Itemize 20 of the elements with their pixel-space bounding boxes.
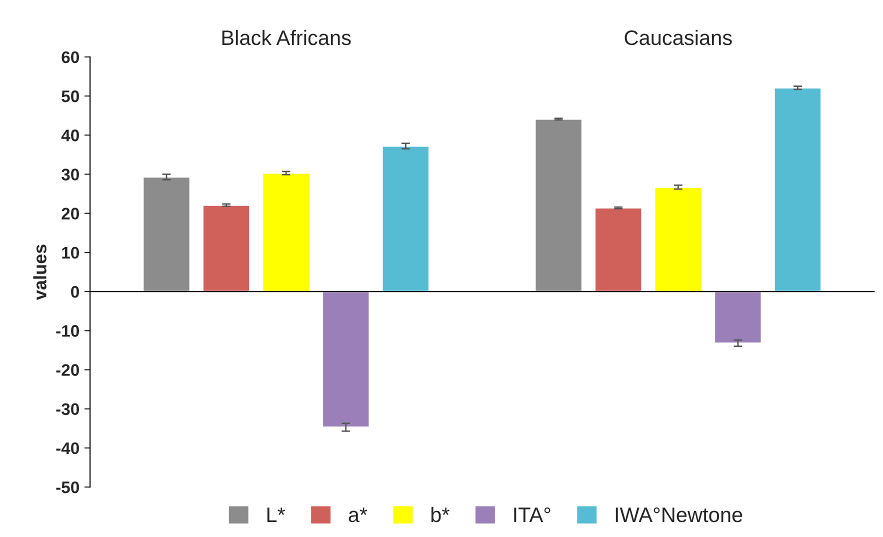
y-tick-label: -10 [56,325,79,337]
legend-label: ITA° [514,507,550,522]
y-tick-label: -40 [56,442,79,454]
y-tick-label: 20 [62,208,79,220]
legend-label: b* [431,506,450,522]
y-axis-title: values [33,244,46,300]
legend-label: a* [348,508,368,522]
y-tick-label: 50 [62,90,79,102]
y-tick-label: 30 [61,168,79,180]
y-tick-label: 60 [62,51,79,64]
legend-label: IWA°Newtone [616,507,742,522]
y-tick-label: 0 [71,286,79,298]
y-tick-label: -30 [56,403,79,416]
y-tick-label: -50 [56,481,79,494]
legend-label: L* [267,508,286,522]
x-tick-label: Black Africans [222,30,351,46]
y-tick-label: -20 [56,364,79,376]
y-tick-label: 10 [62,246,79,259]
y-tick-label: 40 [61,130,79,142]
x-tick-label: Caucasians [624,30,732,46]
